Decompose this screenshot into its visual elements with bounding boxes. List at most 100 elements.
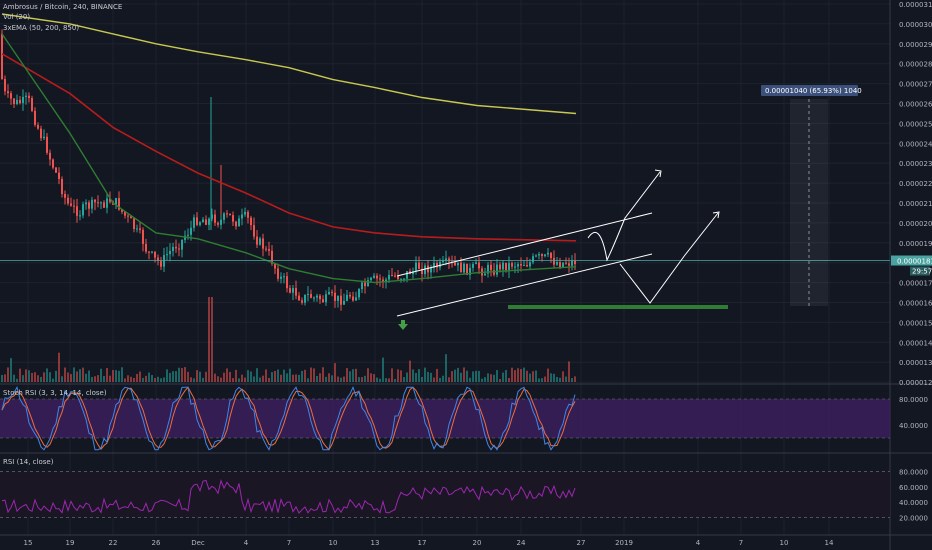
candle-body [352, 296, 354, 301]
volume-bar [517, 368, 519, 382]
candle-body [4, 78, 6, 92]
volume-bar [82, 367, 84, 382]
candle-body [139, 228, 141, 230]
volume-bar [490, 374, 492, 382]
price-tick-label: 0.00002700 [899, 81, 932, 89]
volume-bar [304, 369, 306, 382]
volume-bar [373, 374, 375, 382]
volume-bar [244, 377, 246, 382]
volume-bar [484, 377, 486, 382]
candle-body [88, 202, 90, 209]
volume-bar [526, 370, 528, 382]
volume-bar [463, 367, 465, 382]
volume-bar [388, 378, 390, 382]
price-tick-label: 0.00002900 [899, 41, 932, 49]
candle-body [211, 214, 213, 219]
candle-body [310, 293, 312, 298]
candle-body [406, 271, 408, 279]
volume-bar [334, 363, 336, 382]
volume-bar [376, 377, 378, 382]
candle-body [520, 264, 522, 266]
candle-body [457, 262, 459, 266]
volume-bar [208, 297, 210, 382]
volume-bar [241, 374, 243, 382]
volume-bar [397, 369, 399, 382]
candle-body [355, 297, 357, 301]
volume-bar [154, 378, 156, 382]
volume-bar [58, 352, 60, 382]
volume-bar [73, 367, 75, 382]
measure-label: 0.00001040 (65.93%) 1040 [765, 87, 862, 95]
volume-bar [469, 377, 471, 382]
candle-body [535, 255, 537, 257]
volume-bar [283, 369, 285, 382]
candle-body [439, 261, 441, 268]
volume-bar [211, 297, 213, 382]
volume-bar [199, 371, 201, 382]
volume-bar [310, 367, 312, 382]
candle-body [334, 292, 336, 301]
candle-body [22, 96, 24, 104]
volume-bars [1, 297, 576, 382]
volume-bar [454, 369, 456, 382]
candle-body [466, 263, 468, 275]
volume-bar [478, 370, 480, 382]
volume-bar [94, 376, 96, 382]
volume-bar [166, 369, 168, 382]
candle-body [490, 264, 492, 271]
candle-body [271, 250, 273, 264]
volume-bar [448, 377, 450, 382]
candle-body [436, 262, 438, 268]
volume-bar [568, 361, 570, 382]
candle-body [133, 218, 135, 230]
time-tick-label: 19 [66, 539, 75, 547]
candle-body [214, 214, 216, 223]
time-tick-label: 17 [418, 539, 427, 547]
volume-bar [451, 371, 453, 382]
candle-body [253, 225, 255, 237]
candle-body [100, 202, 102, 204]
volume-bar [508, 377, 510, 382]
volume-bar [565, 376, 567, 382]
volume-bar [238, 378, 240, 382]
rsi-tick-label: 60.0000 [899, 484, 928, 492]
volume-bar [481, 378, 483, 382]
candle-body [499, 264, 501, 270]
candle-body [247, 211, 249, 218]
volume-bar [382, 357, 384, 382]
volume-bar [223, 372, 225, 382]
time-tick-label: Dec [191, 539, 205, 547]
volume-bar [187, 371, 189, 382]
candle-body [475, 262, 477, 265]
price-tick-label: 0.00002800 [899, 61, 932, 69]
volume-bar [115, 370, 117, 382]
volume-bar [445, 354, 447, 382]
candle-body [97, 202, 99, 204]
candle-body [460, 262, 462, 273]
candle-body [187, 234, 189, 236]
candle-body [202, 219, 204, 223]
volume-bar [499, 378, 501, 382]
candle-body [256, 236, 258, 245]
rsi-tick-label: 80.0000 [899, 468, 928, 476]
candle-body [550, 252, 552, 259]
candle-body [529, 262, 531, 267]
stoch-k-line [1, 385, 576, 451]
volume-bar [1, 375, 3, 382]
volume-bar [79, 369, 81, 382]
volume-bar [61, 376, 63, 382]
volume-bar [34, 372, 36, 382]
price-tick-label: 0.00002100 [899, 200, 932, 208]
candle-body [67, 197, 69, 204]
volume-bar [505, 369, 507, 382]
volume-bar [127, 375, 129, 382]
volume-bar [163, 377, 165, 382]
candle-body [463, 263, 465, 273]
volume-bar [226, 368, 228, 382]
candle-body [196, 217, 198, 225]
volume-bar [22, 375, 24, 382]
candle-body [232, 215, 234, 222]
candle-body [415, 262, 417, 272]
volume-bar [142, 377, 144, 382]
volume-bar [190, 377, 192, 382]
